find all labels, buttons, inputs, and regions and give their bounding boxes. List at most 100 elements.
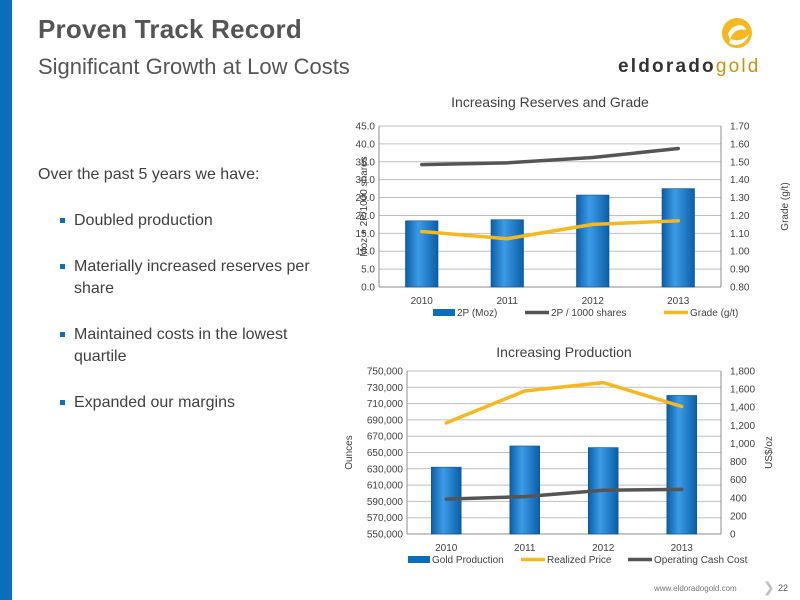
legend-label: 2P / 1000 shares (551, 308, 626, 319)
y2-tick-label: 1,200 (730, 421, 755, 432)
x-tick-label: 2010 (435, 543, 458, 554)
line-point (680, 488, 683, 491)
y-tick-label: 40.0 (356, 139, 376, 150)
line-point (591, 156, 594, 159)
legend-label: 2P (Moz) (457, 308, 497, 319)
legend-label: Gold Production (432, 555, 504, 566)
y2-tick-label: 1,400 (730, 403, 755, 414)
page-title: Proven Track Record (38, 14, 302, 44)
line-point (506, 237, 509, 240)
line-point (445, 422, 448, 424)
logo-word-main: eldorado (618, 56, 716, 77)
chart-bar (666, 395, 697, 535)
series-line (420, 219, 680, 241)
series-line (444, 487, 684, 501)
footer-url[interactable]: www.eldoradogold.com (654, 584, 737, 593)
list-item-text: Materially increased reserves per share (74, 258, 310, 297)
y-tick-label: 35.0 (356, 157, 376, 168)
series-line (420, 146, 680, 167)
legend-swatch (408, 556, 430, 563)
y2-tick-label: 0 (730, 530, 736, 541)
y2-tick-label: 1,600 (730, 385, 755, 396)
logo-word-accent: gold (715, 56, 761, 77)
y2-tick-label: 1.50 (730, 157, 750, 168)
y-axis-label: Moz + 2P/1000 shares (359, 156, 370, 256)
line-point (677, 220, 680, 222)
y-tick-label: 650,000 (367, 448, 404, 459)
bullet-square-icon (60, 264, 65, 269)
left-accent-bar (0, 0, 12, 600)
y-tick-label: 730,000 (367, 383, 404, 394)
series-line (444, 380, 684, 425)
line-point (602, 489, 605, 492)
x-tick-label: 2010 (411, 296, 434, 307)
y2-tick-label: 1.30 (730, 193, 750, 204)
x-tick-label: 2012 (592, 543, 615, 554)
line-point (591, 223, 594, 226)
y-tick-label: 550,000 (367, 530, 404, 541)
legend-label: Operating Cash Cost (654, 555, 748, 566)
x-tick-label: 2011 (514, 543, 536, 554)
y2-tick-label: 1.20 (730, 211, 750, 222)
legend-swatch (433, 309, 455, 316)
list-item: Maintained costs in the lowest quartile (60, 324, 320, 368)
y-tick-label: 630,000 (367, 464, 404, 475)
line-point (677, 147, 680, 150)
chevron-right-icon: ❯ (763, 579, 775, 595)
line-point (523, 390, 526, 392)
intro-text: Over the past 5 years we have: (38, 166, 260, 183)
x-tick-label: 2013 (671, 543, 694, 554)
y-tick-label: 570,000 (367, 513, 404, 524)
y2-tick-label: 600 (730, 475, 747, 486)
y-tick-label: 750,000 (367, 367, 404, 378)
y2-tick-label: 1.40 (730, 175, 750, 186)
y-tick-label: 0.0 (361, 283, 375, 294)
y2-tick-label: 1,000 (730, 439, 755, 450)
chart-title: Increasing Reserves and Grade (451, 94, 649, 110)
y2-tick-label: 0.80 (730, 283, 750, 294)
y-tick-label: 25.0 (356, 193, 376, 204)
y-tick-label: 20.0 (356, 211, 376, 222)
line-point (680, 405, 683, 408)
x-tick-label: 2011 (496, 296, 518, 307)
y-tick-label: 10.0 (356, 247, 376, 258)
list-item-text: Maintained costs in the lowest quartile (74, 326, 288, 365)
page-number: 22 (778, 583, 789, 593)
list-item: Expanded our margins (60, 392, 320, 414)
y-tick-label: 30.0 (356, 175, 376, 186)
logo-mark-swoosh (728, 25, 746, 40)
list-item-text: Doubled production (74, 212, 213, 229)
y-tick-label: 690,000 (367, 415, 404, 426)
y2-tick-label: 200 (730, 511, 747, 522)
y2-tick-label: 1,800 (730, 367, 755, 378)
x-tick-label: 2013 (667, 296, 690, 307)
line-point (420, 163, 423, 166)
legend-label: Realized Price (547, 555, 612, 566)
y2-tick-label: 1.10 (730, 229, 750, 240)
bullet-square-icon (60, 218, 65, 223)
line-point (602, 381, 605, 384)
y-axis-label: Ounces (344, 435, 355, 469)
legend-label: Grade (g/t) (690, 308, 738, 319)
y-tick-label: 610,000 (367, 481, 404, 492)
chart-bar (490, 219, 524, 288)
list-item-text: Expanded our margins (74, 394, 235, 411)
x-tick-label: 2012 (582, 296, 605, 307)
chart-bar (661, 188, 695, 288)
bullet-square-icon (60, 332, 65, 337)
y-tick-label: 670,000 (367, 432, 404, 443)
logo-mark-swoosh-2 (729, 34, 749, 45)
y2-axis-label: US$/oz (764, 436, 775, 469)
line-point (523, 495, 526, 498)
line-point (506, 162, 509, 164)
list-item: Materially increased reserves per share (60, 256, 320, 300)
logo-wordmark: eldoradogold (618, 56, 761, 78)
bullet-square-icon (60, 400, 65, 405)
chart-bar (576, 194, 610, 288)
y2-tick-label: 1.00 (730, 247, 750, 258)
y-tick-label: 45.0 (356, 122, 376, 133)
eldorado-logo (722, 18, 752, 48)
y2-tick-label: 1.60 (730, 139, 750, 150)
y2-tick-label: 800 (730, 457, 747, 468)
